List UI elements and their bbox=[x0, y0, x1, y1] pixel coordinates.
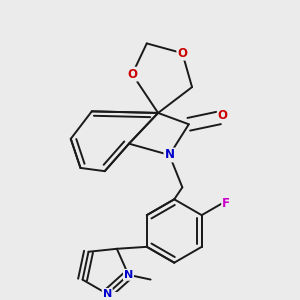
Text: N: N bbox=[103, 289, 112, 299]
Text: N: N bbox=[164, 148, 174, 161]
Text: O: O bbox=[218, 109, 228, 122]
Text: O: O bbox=[127, 68, 137, 81]
Text: N: N bbox=[124, 270, 133, 280]
Text: F: F bbox=[222, 197, 230, 210]
Text: O: O bbox=[177, 46, 187, 60]
